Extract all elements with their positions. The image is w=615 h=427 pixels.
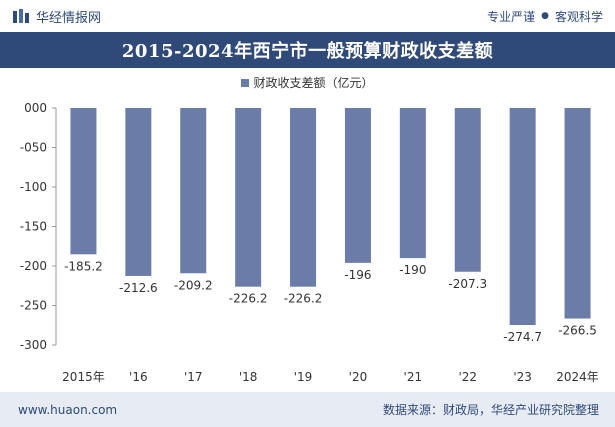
slogan-separator: ● [541,11,549,21]
brand-logo-icon [13,9,29,23]
legend-swatch [241,78,250,87]
bar [454,108,481,272]
y-tick-label: -300 [20,338,47,352]
title-band: 2015-2024年西宁市一般预算财政收支差额 [0,32,615,68]
chart-legend: 财政收支差额（亿元） [0,74,615,91]
data-label: -207.3 [448,277,487,291]
y-tick-label: -250 [20,299,47,313]
bar [70,108,97,255]
bar [125,108,152,276]
x-tick-label: '16 [129,370,148,384]
y-tick-label: -200 [20,259,47,273]
x-tick-label: '19 [294,370,313,384]
bars [70,108,591,326]
x-axis: 2015年 '16 '17 '18 '19 '20 '21 '22 '23 2024年 [62,370,599,384]
y-tick-label: -050 [20,141,47,155]
x-tick-label: '20 [349,370,368,384]
y-axis: 000 -050 -100 -150 -200 -250 -300 [20,101,57,352]
legend-label: 财政收支差额（亿元） [253,76,374,90]
data-labels: -185.2 -212.6 -209.2 -226.2 -226.2 -196 -190 -2… [64,259,597,344]
brand-name: 华经情报网 [36,10,102,26]
footer-source: 数据来源：财政局，华经产业研究院整理 [382,403,599,417]
bar [290,108,317,287]
slogan: 专业严谨 ● 客观科学 [487,8,603,25]
y-tick-label: -150 [20,220,47,234]
bar [344,108,371,263]
brand: 华经情报网 [12,7,101,26]
x-tick-label: 2024年 [556,370,599,384]
x-tick-label: '18 [239,370,258,384]
chart-title: 2015-2024年西宁市一般预算财政收支差额 [121,41,494,62]
y-tick-label: -100 [20,180,47,194]
bar [235,108,262,287]
data-label: -212.6 [119,281,158,295]
bar [180,108,207,274]
bar [509,108,536,326]
data-label: -226.2 [229,292,268,306]
y-tick-label: 000 [24,101,47,115]
bar [564,108,591,319]
footer: www.huaon.com 数据来源：财政局，华经产业研究院整理 [0,392,615,427]
slogan-right: 客观科学 [554,9,603,24]
data-label: -190 [399,263,426,277]
x-tick-label: '22 [458,370,477,384]
slogan-left: 专业严谨 [487,9,536,24]
x-tick-label: '17 [184,370,203,384]
footer-url: www.huaon.com [18,402,118,417]
x-tick-label: '21 [404,370,423,384]
x-tick-label: 2015年 [62,370,105,384]
data-label: -274.7 [503,330,542,344]
data-label: -226.2 [284,292,323,306]
x-tick-label: '23 [513,370,532,384]
data-label: -266.5 [558,324,597,338]
bar-chart: 000 -050 -100 -150 -200 -250 -300 -185.2 -212.6… [20,101,599,384]
data-label: -185.2 [64,259,103,273]
data-label: -209.2 [174,278,213,292]
bar [399,108,426,259]
top-bar: 华经情报网 专业严谨 ● 客观科学 [0,0,615,32]
data-label: -196 [344,268,371,282]
